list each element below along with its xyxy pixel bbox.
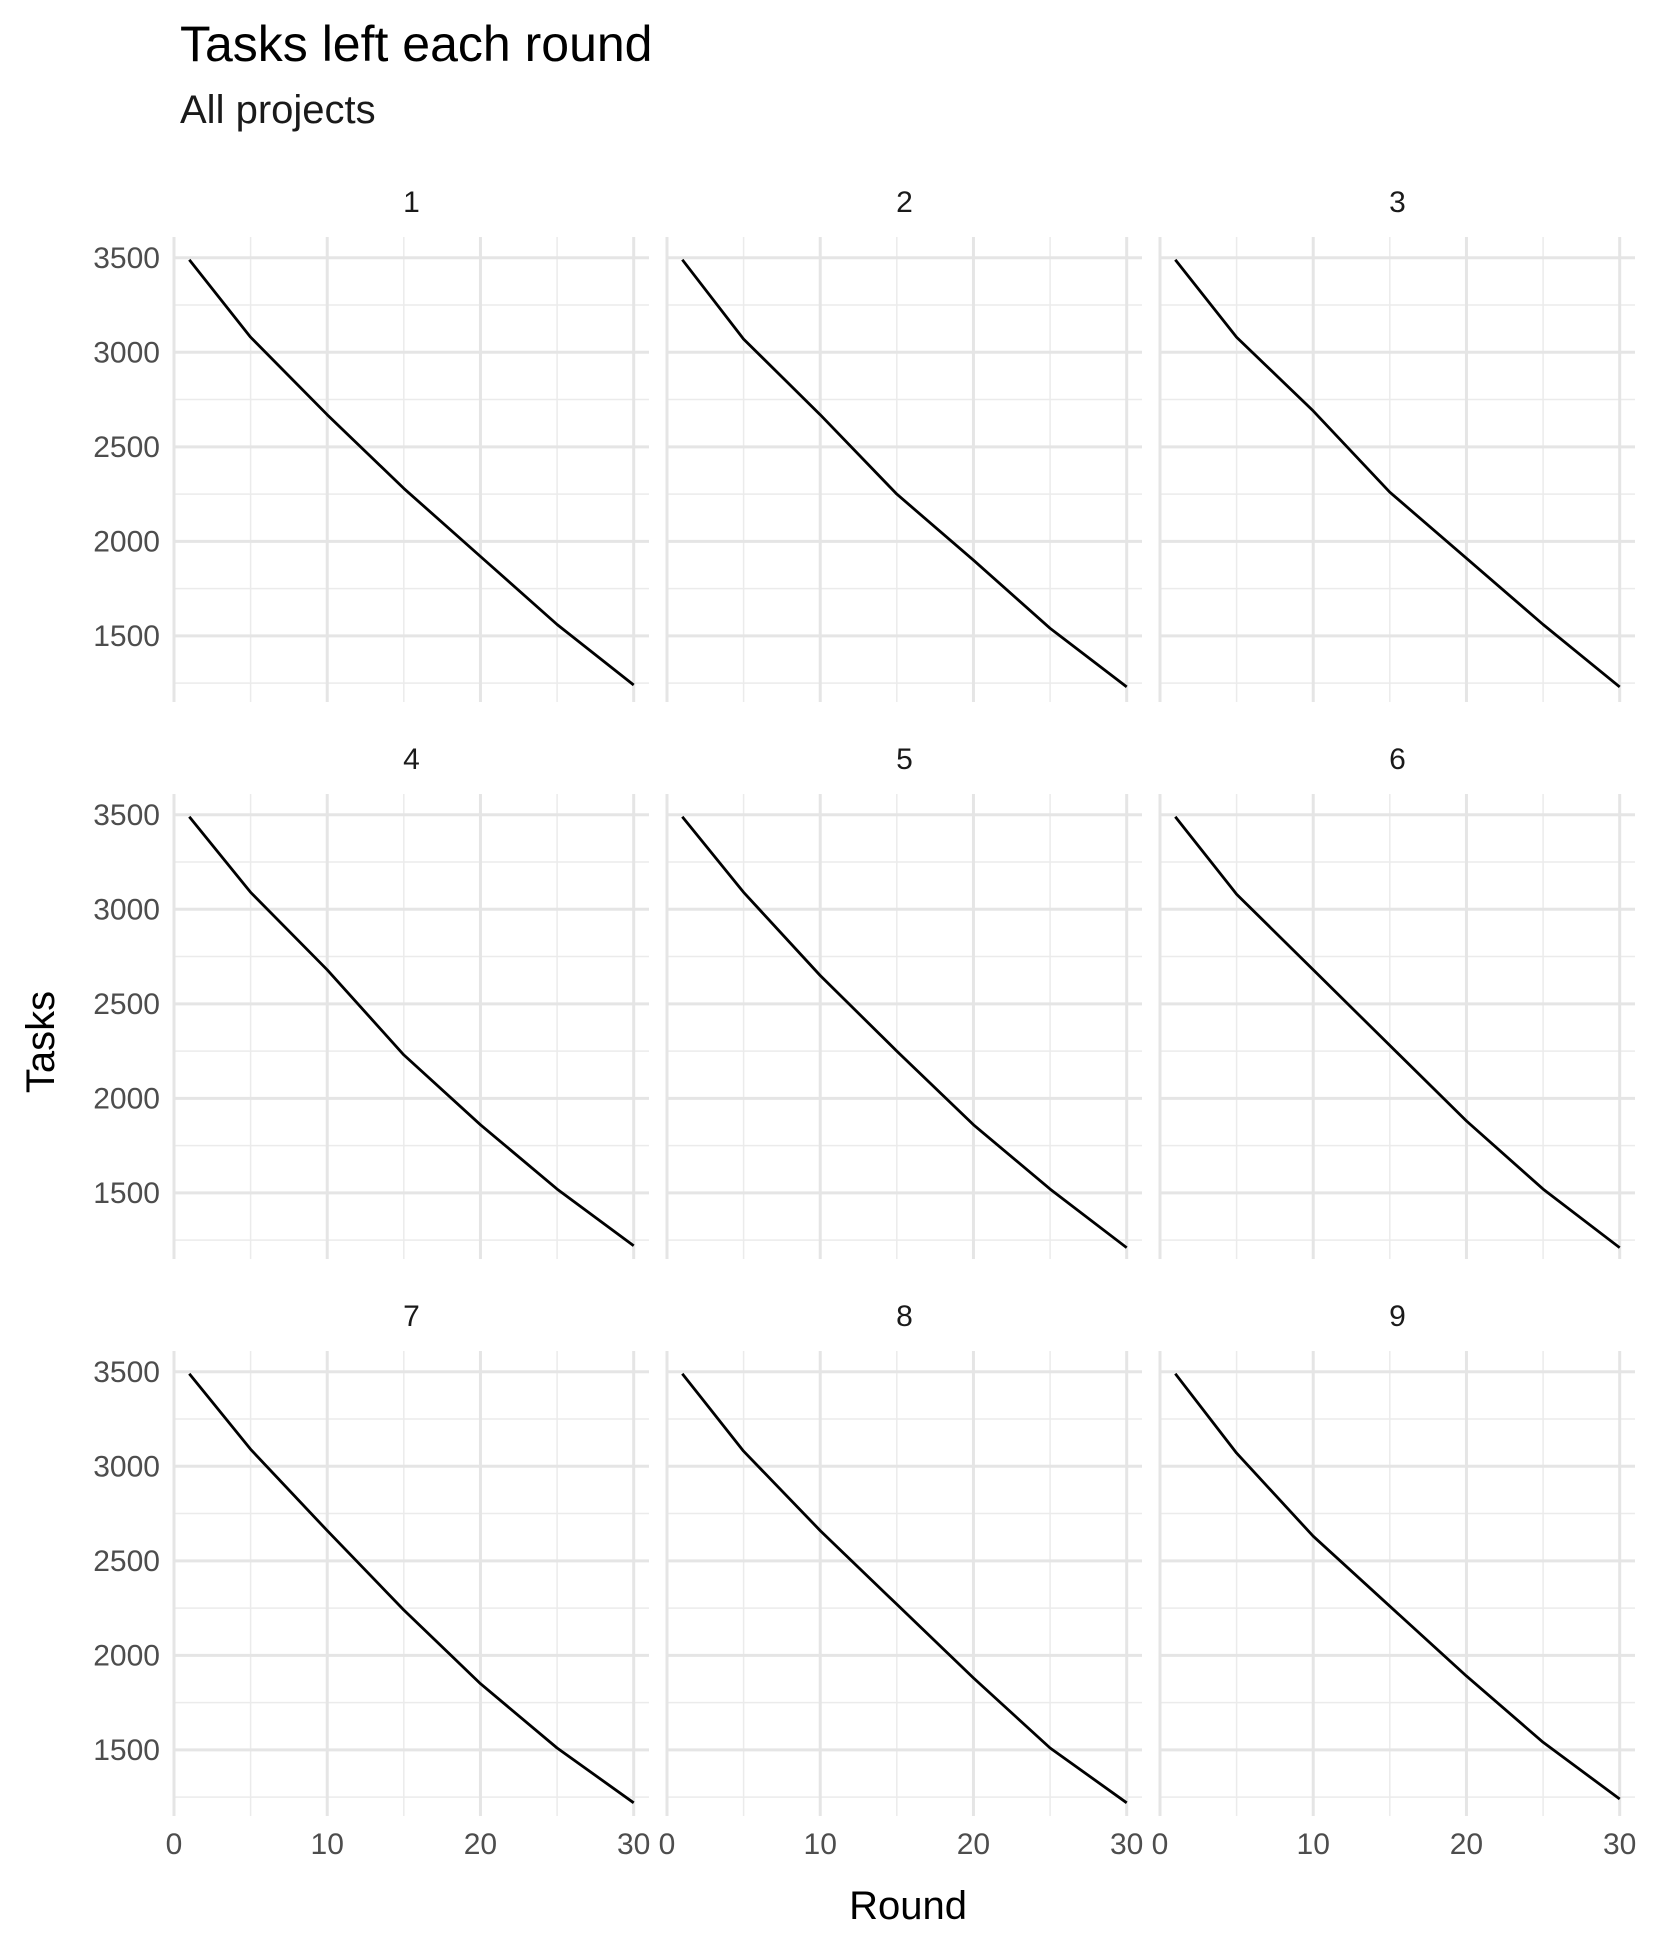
y-tick-label: 3500 [93, 242, 160, 275]
series-line [681, 258, 1128, 689]
y-tick-label: 3000 [93, 1450, 160, 1483]
facet-panel-4: 4 1500 2000 2500 3000 3500 [93, 743, 649, 1259]
y-tick-label: 2000 [93, 1639, 160, 1672]
series-line [188, 258, 635, 687]
facet-panel-3: 3 [1158, 186, 1635, 702]
x-tick-label: 10 [804, 1828, 837, 1861]
series-line [681, 815, 1128, 1249]
x-tick-label: 0 [659, 1828, 676, 1861]
series-line [1174, 258, 1621, 688]
y-tick-label: 3000 [93, 336, 160, 369]
facet-panel-8: 8 0 10 20 30 [659, 1300, 1144, 1861]
y-tick-label: 2000 [93, 525, 160, 558]
chart-title: Tasks left each round [180, 16, 653, 72]
facet-label: 7 [403, 1300, 420, 1333]
y-tick-label: 2500 [93, 431, 160, 464]
y-tick-label: 1500 [93, 620, 160, 653]
x-tick-label: 20 [464, 1828, 497, 1861]
y-tick-label: 3000 [93, 893, 160, 926]
facet-panel-6: 6 [1158, 743, 1635, 1259]
x-tick-label: 20 [957, 1828, 990, 1861]
series-line [1174, 815, 1621, 1249]
x-tick-label: 10 [1297, 1828, 1330, 1861]
facet-panel-7: 7 1500 2000 2500 3000 3500 0 10 20 30 [93, 1300, 650, 1861]
facet-label: 8 [896, 1300, 913, 1333]
x-tick-label: 10 [311, 1828, 344, 1861]
series-line [188, 815, 635, 1247]
facet-label: 6 [1389, 743, 1406, 776]
facet-label: 5 [896, 743, 913, 776]
y-tick-label: 1500 [93, 1177, 160, 1210]
facet-label: 2 [896, 186, 913, 219]
x-axis-title: Round [849, 1884, 967, 1928]
y-axis-title: Tasks [19, 991, 63, 1093]
facet-label: 9 [1389, 1300, 1406, 1333]
series-line [188, 1372, 635, 1804]
y-tick-label: 1500 [93, 1734, 160, 1767]
x-tick-label: 30 [1110, 1828, 1143, 1861]
y-tick-label: 2500 [93, 988, 160, 1021]
y-tick-label: 2500 [93, 1545, 160, 1578]
facet-panel-1: 1 1500 2000 2500 3000 3500 [93, 186, 649, 702]
y-tick-label: 3500 [93, 799, 160, 832]
facet-label: 4 [403, 743, 420, 776]
chart-subtitle: All projects [180, 88, 376, 132]
series-line [1174, 1372, 1621, 1801]
y-tick-label: 3500 [93, 1356, 160, 1389]
facet-panel-2: 2 [665, 186, 1142, 702]
facet-label: 3 [1389, 186, 1406, 219]
x-tick-label: 20 [1450, 1828, 1483, 1861]
x-tick-label: 0 [166, 1828, 183, 1861]
facet-panel-5: 5 [665, 743, 1142, 1259]
x-tick-label: 30 [617, 1828, 650, 1861]
x-tick-label: 0 [1152, 1828, 1169, 1861]
series-line [681, 1372, 1128, 1804]
y-tick-label: 2000 [93, 1082, 160, 1115]
x-tick-label: 30 [1603, 1828, 1636, 1861]
facet-label: 1 [403, 186, 420, 219]
facet-panel-9: 9 0 10 20 30 [1152, 1300, 1637, 1861]
